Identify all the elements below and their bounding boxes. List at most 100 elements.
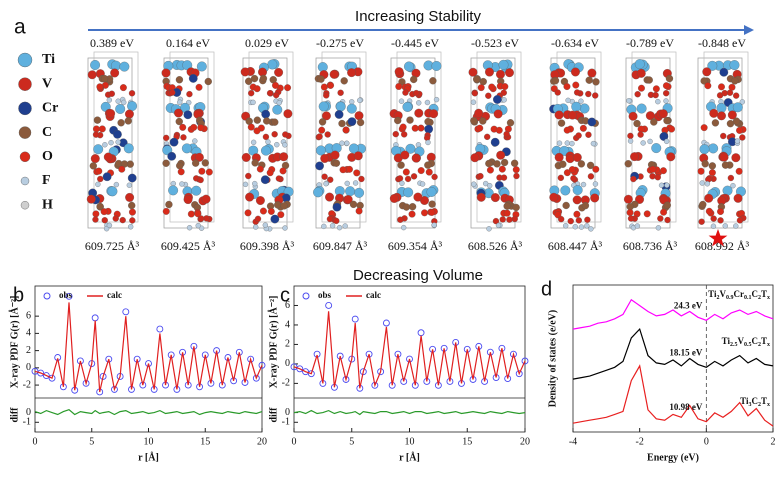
atom <box>168 185 179 196</box>
atom <box>585 131 592 138</box>
atom <box>353 151 363 161</box>
atom <box>488 83 496 91</box>
atom <box>554 89 561 96</box>
atom <box>119 61 130 72</box>
atom <box>733 92 740 99</box>
atom <box>123 143 134 154</box>
atom <box>707 60 718 71</box>
atom <box>731 77 739 85</box>
atom <box>399 180 405 186</box>
data-point <box>296 365 304 373</box>
volume-label: 608.736 Å³ <box>623 239 678 253</box>
atom <box>357 97 363 103</box>
atom <box>588 226 594 232</box>
data-point <box>224 354 232 361</box>
atom <box>340 77 348 85</box>
atom <box>431 61 442 71</box>
atom <box>492 217 500 225</box>
series-label: Ti2.5V0.5C2Tx <box>722 336 770 348</box>
atom <box>201 159 209 167</box>
x-tick-label: 2 <box>771 436 776 447</box>
atom <box>266 169 274 177</box>
atom <box>247 123 255 131</box>
atom <box>400 150 410 160</box>
atom <box>664 216 671 224</box>
atom <box>408 203 417 211</box>
atom <box>86 194 96 204</box>
atom <box>485 92 492 99</box>
atom <box>704 181 711 187</box>
atom <box>92 216 99 223</box>
atom <box>643 210 651 218</box>
structure <box>86 51 139 232</box>
atom <box>573 89 581 96</box>
x-tick-label: 10 <box>144 436 154 447</box>
atom <box>92 125 100 133</box>
atom <box>704 193 714 203</box>
atom <box>590 140 597 147</box>
atom <box>592 181 599 187</box>
atom <box>248 90 255 97</box>
atom <box>128 201 136 210</box>
atom <box>115 98 121 104</box>
atom <box>728 83 736 91</box>
atom <box>565 97 571 104</box>
atom <box>330 150 340 160</box>
atom <box>411 124 419 132</box>
atom <box>587 173 595 180</box>
atom <box>719 67 729 77</box>
text-part: T <box>761 289 767 299</box>
atom <box>554 110 564 120</box>
atom <box>128 90 136 97</box>
atom <box>270 214 280 224</box>
atom <box>663 138 670 144</box>
atom <box>477 172 484 180</box>
atom-label: C <box>42 125 52 140</box>
atom <box>106 97 112 103</box>
cell <box>470 57 516 229</box>
atom <box>345 186 356 197</box>
text-part: C <box>751 396 758 406</box>
x-tick-label: 0 <box>704 436 709 447</box>
atom <box>356 118 365 127</box>
atom <box>125 192 135 202</box>
atom <box>274 142 280 148</box>
atom <box>429 109 439 119</box>
data-point <box>258 361 266 369</box>
atom <box>719 152 729 162</box>
annotation: 10.98 eV <box>669 402 702 412</box>
atom <box>100 74 109 83</box>
atom <box>102 172 112 182</box>
atom <box>346 103 357 114</box>
atom <box>549 192 559 202</box>
subtitle: Decreasing Volume <box>353 267 483 284</box>
atom <box>485 159 493 168</box>
atom <box>95 167 103 175</box>
atom <box>628 111 638 121</box>
atom <box>659 132 669 141</box>
atom <box>634 59 645 70</box>
atom <box>106 222 113 228</box>
panel-label: a <box>14 16 26 39</box>
atom <box>87 70 97 80</box>
atom <box>197 124 205 132</box>
atom <box>499 216 506 223</box>
energy-label: 0.389 eV <box>90 36 134 50</box>
x-tick-label: 0 <box>292 436 297 447</box>
atom <box>344 180 350 187</box>
atom <box>275 175 283 182</box>
data-point <box>307 370 315 378</box>
atom <box>403 187 414 198</box>
atom <box>192 159 200 167</box>
atom <box>558 215 565 223</box>
arrow-head <box>744 25 754 35</box>
atom <box>128 224 134 230</box>
atom <box>655 98 661 105</box>
atom <box>127 173 137 183</box>
atom <box>253 224 259 230</box>
atom <box>424 99 431 106</box>
atom <box>414 108 424 118</box>
atom <box>347 117 357 126</box>
atom <box>397 161 405 169</box>
